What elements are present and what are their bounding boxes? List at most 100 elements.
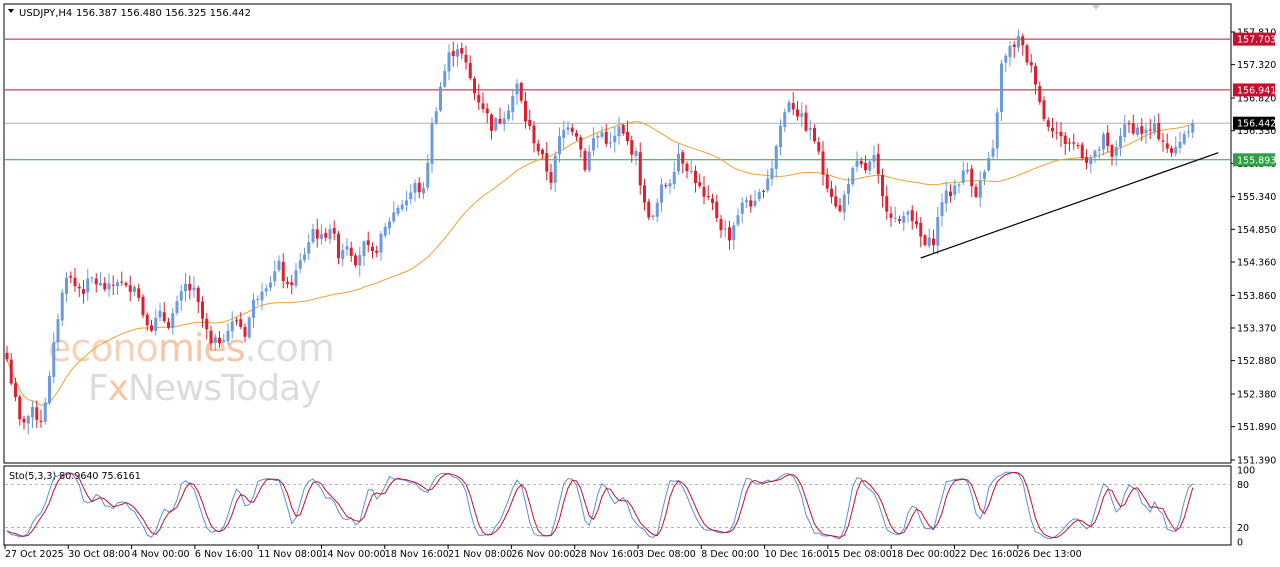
watermark-x: x	[108, 368, 129, 409]
candle-body	[1080, 144, 1084, 159]
candle-body	[706, 195, 710, 198]
candle-body	[872, 154, 876, 162]
candle-body	[192, 287, 196, 291]
price-tick-label: 156.330	[1237, 126, 1276, 137]
candle-body	[1102, 134, 1105, 150]
candle-body	[22, 418, 26, 423]
candle-body	[1191, 123, 1195, 133]
candle-body	[73, 277, 77, 287]
candle-body	[545, 153, 549, 172]
candle-body	[247, 317, 251, 338]
trendline-layer	[920, 152, 1219, 259]
candle-body	[978, 180, 982, 198]
price-tick-label: 155.340	[1237, 192, 1276, 203]
candle-body	[256, 299, 260, 301]
candle-body	[205, 318, 209, 330]
candle-body	[923, 235, 927, 246]
candle-body	[1182, 134, 1186, 144]
time-tick-label: 22 Dec 16:00	[955, 549, 1019, 560]
levels-layer	[5, 38, 1230, 161]
candle-body	[745, 200, 748, 203]
candle-body	[1008, 46, 1012, 57]
price-tick-label: 151.890	[1237, 422, 1276, 433]
candle-body	[859, 161, 863, 165]
candle-body	[893, 217, 897, 219]
candle-body	[179, 291, 183, 301]
candle-body	[375, 250, 379, 253]
stochastic-main-line	[6, 471, 1194, 540]
price-tick-label: 154.850	[1237, 225, 1276, 236]
candle-body	[783, 112, 787, 127]
candle-body	[243, 327, 247, 337]
candle-body	[111, 284, 115, 286]
watermark-mies: mies	[158, 326, 245, 370]
candle-body	[362, 241, 366, 257]
candle-body	[1170, 148, 1173, 153]
price-tick-label: 152.380	[1237, 390, 1276, 401]
watermark-com: .com	[245, 326, 334, 370]
candle-body	[451, 51, 455, 56]
candle-body	[558, 136, 561, 155]
candle-body	[354, 255, 357, 266]
candle-body	[791, 103, 795, 110]
candle-body	[464, 54, 468, 63]
candle-body	[99, 283, 102, 286]
candle-body	[596, 135, 600, 138]
candle-body	[1051, 127, 1054, 132]
svg-text:FxNewsToday: FxNewsToday	[88, 368, 321, 409]
candle-body	[519, 82, 523, 101]
candle-body	[213, 336, 217, 343]
candle-body	[383, 226, 387, 236]
candle-body	[779, 126, 782, 148]
candle-body	[566, 127, 570, 130]
candle-body	[456, 49, 459, 57]
candle-body	[31, 407, 34, 418]
price-panel-frame	[3, 3, 1232, 464]
candle-body	[1038, 86, 1042, 102]
candle-body	[949, 191, 952, 197]
price-tags: 157.703 156.941 156.442 155.893	[1233, 32, 1276, 167]
candle-body	[604, 131, 608, 144]
candle-body	[1029, 62, 1033, 66]
candle-body	[388, 221, 391, 229]
candle-body	[434, 111, 438, 124]
candle-body	[864, 162, 867, 171]
candle-body	[753, 200, 757, 206]
stochastic-label: Sto(5,3,3) 80.9640 75.6161	[9, 471, 141, 482]
price-tag-support-3: 155.893	[1237, 155, 1276, 166]
candle-body	[35, 407, 39, 420]
candle-body	[413, 183, 417, 193]
candle-body	[502, 118, 506, 125]
candle-body	[957, 184, 961, 186]
price-tick-label: 156.820	[1237, 94, 1276, 105]
candle-body	[842, 194, 846, 213]
candle-body	[494, 118, 498, 131]
candle-body	[804, 112, 808, 131]
candle-body	[26, 416, 30, 424]
candle-body	[1127, 123, 1131, 125]
candle-body	[770, 168, 774, 180]
candle-body	[919, 222, 923, 237]
price-tick-label: 152.880	[1237, 356, 1276, 367]
candle-body	[1153, 123, 1156, 132]
collapse-arrow-icon[interactable]	[8, 9, 14, 13]
candle-body	[834, 196, 838, 207]
candle-body	[885, 196, 889, 212]
candle-body	[473, 78, 476, 94]
price-tag-resistance-0: 157.703	[1237, 35, 1276, 46]
time-tick-label: 4 Nov 00:00	[132, 549, 190, 560]
candle-body	[447, 52, 451, 72]
candle-body	[524, 100, 527, 122]
candle-body	[643, 185, 646, 203]
price-tick-label: 151.390	[1237, 456, 1276, 467]
candle-body	[230, 321, 234, 332]
candle-body	[702, 186, 706, 197]
candle-body	[1059, 131, 1063, 137]
stochastic-axis: 100 80 20 0	[1237, 466, 1255, 549]
candle-body	[1123, 124, 1127, 138]
candle-body	[1068, 142, 1071, 144]
time-tick-label: 8 Dec 00:00	[701, 549, 759, 560]
candle-body	[345, 246, 349, 250]
price-tag-bg-current-2	[1233, 116, 1275, 130]
support-trendline[interactable]	[920, 152, 1219, 259]
